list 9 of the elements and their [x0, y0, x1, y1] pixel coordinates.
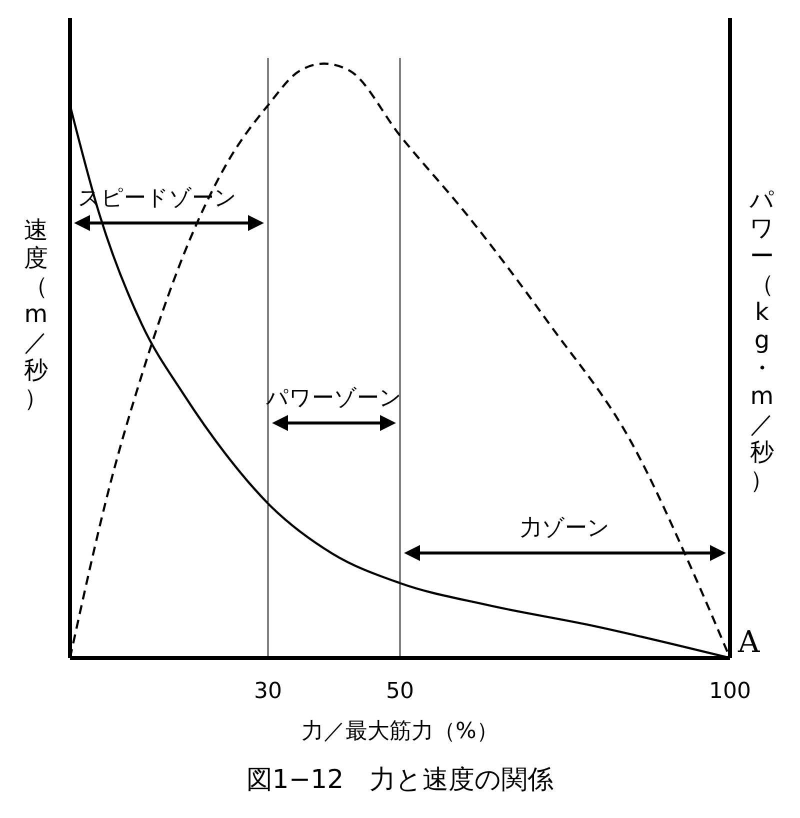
x-axis-title: 力／最大筋力（%） — [302, 719, 498, 744]
x-tick-label: 100 — [709, 679, 751, 704]
annotation: 力ゾーン — [520, 516, 610, 541]
annotation: A — [737, 625, 760, 660]
y-axis-title: 速度（m／秒） — [24, 216, 48, 412]
text: パワー（kg・m／秒） — [750, 186, 774, 494]
text: 図1−12 力と速度の関係 — [246, 765, 554, 795]
x-tick-label: 50 — [386, 679, 414, 704]
x-tick-label: 30 — [254, 679, 282, 704]
